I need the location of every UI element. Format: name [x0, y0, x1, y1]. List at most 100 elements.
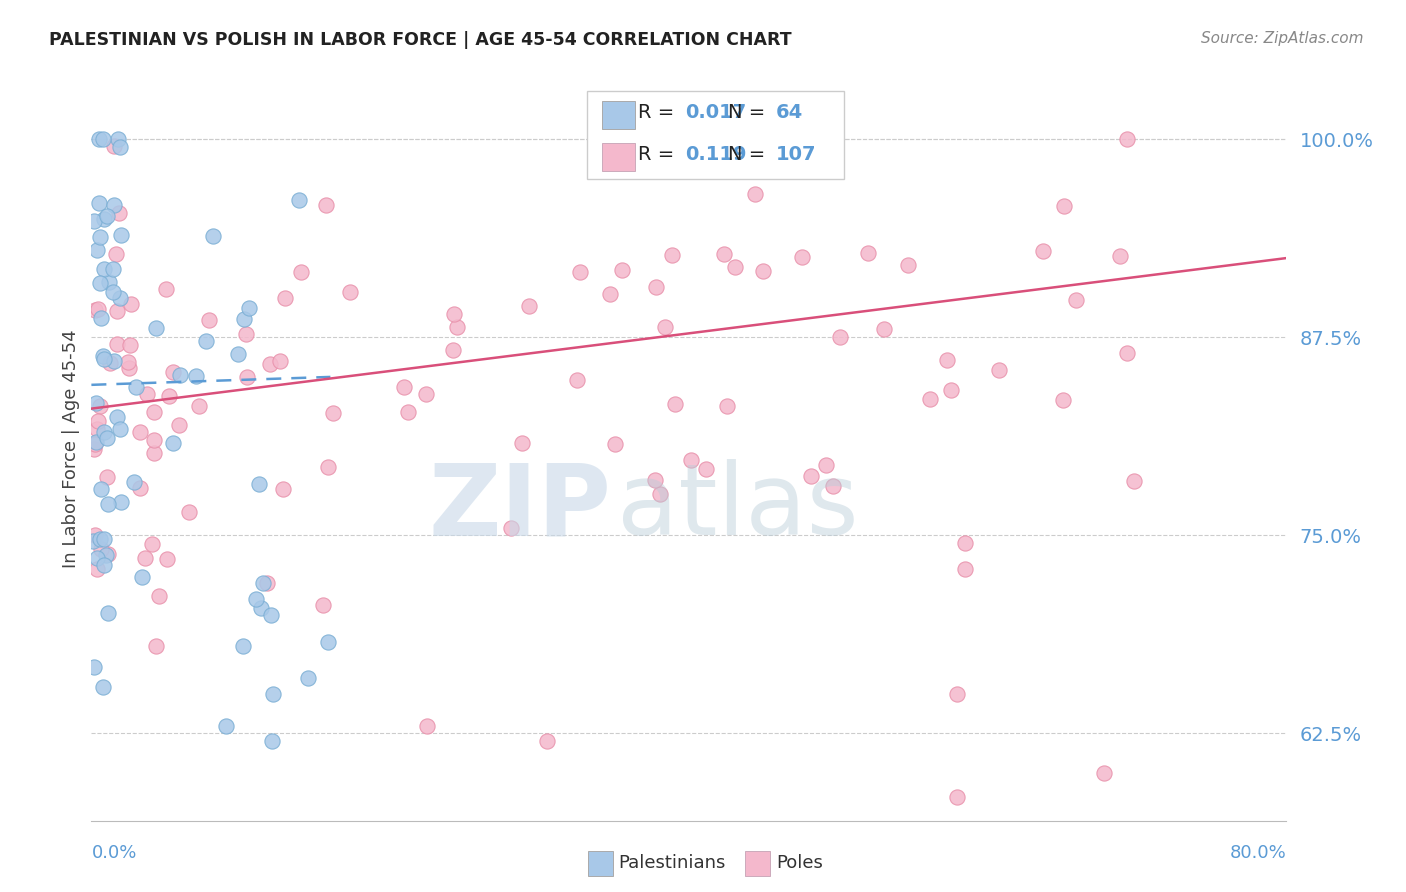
Point	[897, 258, 920, 272]
Point	[107, 132, 129, 146]
Point	[1116, 346, 1139, 360]
Point	[654, 319, 676, 334]
Point	[569, 265, 592, 279]
Point	[89, 276, 111, 290]
Point	[201, 229, 224, 244]
Point	[262, 734, 284, 748]
Point	[416, 718, 439, 732]
Point	[84, 527, 107, 541]
Point	[828, 330, 851, 344]
Point	[256, 576, 278, 591]
Point	[311, 598, 333, 612]
Point	[188, 399, 211, 413]
Point	[288, 193, 311, 207]
Point	[260, 607, 283, 622]
Point	[141, 537, 163, 551]
Point	[271, 482, 294, 496]
Text: N =: N =	[728, 103, 772, 122]
Point	[108, 291, 131, 305]
Point	[93, 132, 115, 146]
Point	[392, 380, 415, 394]
Point	[1053, 199, 1076, 213]
Point	[823, 479, 845, 493]
Point	[96, 431, 118, 445]
Point	[110, 228, 132, 243]
Point	[1052, 392, 1074, 407]
Point	[82, 534, 104, 549]
Point	[93, 558, 115, 573]
Point	[290, 264, 312, 278]
Point	[236, 370, 259, 384]
Point	[156, 551, 179, 566]
Point	[396, 405, 419, 419]
Point	[250, 600, 273, 615]
Point	[920, 392, 942, 407]
Point	[86, 562, 108, 576]
Point	[536, 734, 558, 748]
Point	[143, 446, 166, 460]
Point	[90, 310, 112, 325]
Point	[84, 303, 107, 318]
Point	[198, 313, 221, 327]
Point	[316, 459, 339, 474]
Point	[297, 671, 319, 685]
Point	[145, 639, 167, 653]
Point	[97, 497, 120, 511]
Point	[107, 304, 129, 318]
Point	[86, 550, 108, 565]
Point	[84, 437, 107, 451]
Point	[84, 435, 107, 450]
Point	[93, 425, 115, 439]
Point	[105, 410, 128, 425]
Point	[103, 353, 125, 368]
Point	[148, 589, 170, 603]
Point	[105, 246, 128, 260]
Point	[87, 195, 110, 210]
Point	[142, 433, 165, 447]
Text: 0.119: 0.119	[685, 145, 747, 164]
Point	[83, 660, 105, 674]
Point	[107, 206, 129, 220]
Point	[238, 301, 260, 315]
Point	[987, 363, 1010, 377]
Point	[96, 470, 118, 484]
Text: PALESTINIAN VS POLISH IN LABOR FORCE | AGE 45-54 CORRELATION CHART: PALESTINIAN VS POLISH IN LABOR FORCE | A…	[49, 31, 792, 49]
Point	[510, 436, 533, 450]
Point	[110, 495, 132, 509]
Point	[443, 307, 465, 321]
Point	[953, 562, 976, 576]
Point	[129, 481, 152, 495]
Point	[664, 397, 686, 411]
Point	[162, 365, 184, 379]
Point	[93, 211, 115, 226]
Text: atlas: atlas	[617, 459, 859, 557]
Point	[155, 281, 177, 295]
Point	[103, 139, 125, 153]
Point	[1115, 132, 1137, 146]
Point	[84, 395, 107, 409]
Point	[97, 607, 120, 621]
Point	[315, 198, 337, 212]
Point	[98, 356, 121, 370]
Point	[339, 285, 361, 299]
Point	[162, 436, 184, 450]
FancyBboxPatch shape	[602, 101, 636, 129]
Point	[89, 132, 111, 146]
Point	[695, 461, 717, 475]
Point	[939, 383, 962, 397]
Point	[179, 505, 201, 519]
FancyBboxPatch shape	[588, 91, 844, 178]
Text: R =: R =	[637, 103, 681, 122]
Point	[316, 635, 339, 649]
Point	[792, 250, 814, 264]
Text: N =: N =	[728, 145, 772, 164]
Point	[235, 327, 257, 342]
Point	[105, 337, 128, 351]
Point	[744, 187, 766, 202]
Point	[94, 548, 117, 562]
Point	[247, 476, 270, 491]
Point	[98, 275, 121, 289]
Point	[661, 247, 683, 261]
Point	[724, 260, 747, 274]
Point	[953, 536, 976, 550]
